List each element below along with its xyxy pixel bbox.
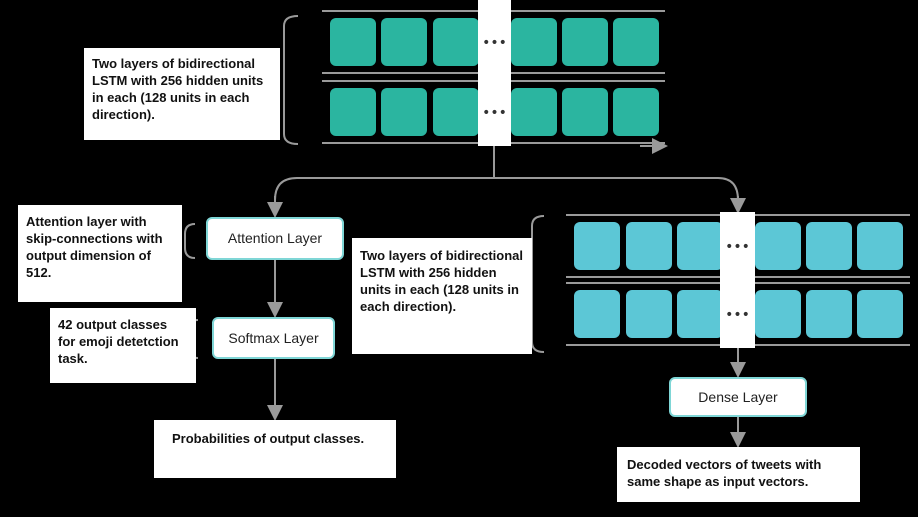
decoder-cell xyxy=(806,222,852,270)
encoder-description: Two layers of bidirectional LSTM with 25… xyxy=(84,48,280,140)
encoder-ellipsis: ••• xyxy=(482,35,507,51)
dense-layer-box: Dense Layer xyxy=(669,377,807,417)
decoder-cell xyxy=(857,222,903,270)
decoder-cell xyxy=(806,290,852,338)
attention-description: Attention layer with skip-connections wi… xyxy=(18,205,182,302)
decoder-lstm-layers: ••• ••• xyxy=(566,212,910,348)
softmax-layer-box: Softmax Layer xyxy=(212,317,335,359)
encoder-ellipsis: ••• xyxy=(482,105,507,121)
decoder-ellipsis: ••• xyxy=(725,239,750,255)
decoder-output-box: Decoded vectors of tweets with same shap… xyxy=(617,447,860,502)
encoder-cell xyxy=(511,88,557,136)
attention-bracket xyxy=(184,223,196,259)
encoder-cell xyxy=(613,18,659,66)
decoder-cell xyxy=(574,290,620,338)
decoder-description: Two layers of bidirectional LSTM with 25… xyxy=(352,238,532,354)
encoder-cell xyxy=(381,18,427,66)
branch-line xyxy=(274,177,739,201)
decoder-ellipsis-column xyxy=(720,212,755,348)
encoder-cell xyxy=(433,18,479,66)
decoder-cell xyxy=(857,290,903,338)
decoder-cell xyxy=(626,222,672,270)
decoder-cell xyxy=(574,222,620,270)
encoder-cell xyxy=(330,18,376,66)
classifier-output-box: Probabilities of output classes. xyxy=(154,420,396,478)
decoder-cell xyxy=(626,290,672,338)
decoder-ellipsis: ••• xyxy=(725,307,750,323)
decoder-cell xyxy=(677,222,723,270)
encoder-bracket xyxy=(283,15,299,145)
encoder-cell xyxy=(562,88,608,136)
decoder-cell xyxy=(677,290,723,338)
encoder-cell xyxy=(381,88,427,136)
decoder-cell xyxy=(755,222,801,270)
encoder-cell xyxy=(330,88,376,136)
encoder-cell xyxy=(613,88,659,136)
encoder-cell xyxy=(433,88,479,136)
softmax-description: 42 output classes for emoji detetction t… xyxy=(50,308,196,383)
attention-layer-box: Attention Layer xyxy=(206,217,344,260)
encoder-cell xyxy=(562,18,608,66)
encoder-lstm-layers: ••• ••• xyxy=(322,0,665,146)
encoder-cell xyxy=(511,18,557,66)
encoder-ellipsis-column xyxy=(478,0,511,146)
decoder-cell xyxy=(755,290,801,338)
decoder-bracket xyxy=(531,215,545,353)
